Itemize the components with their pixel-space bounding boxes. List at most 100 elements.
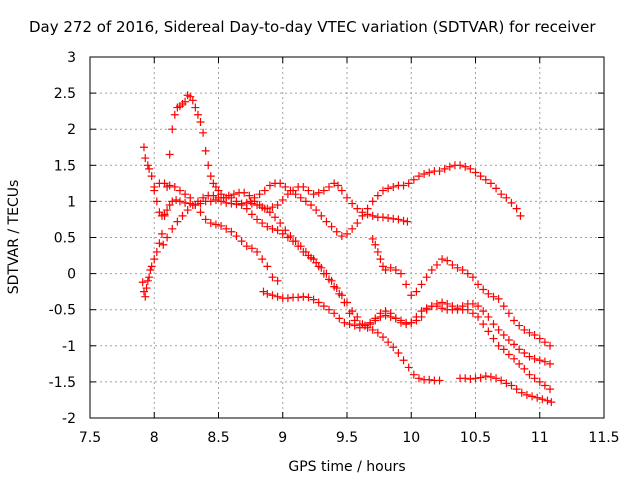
data-point xyxy=(432,260,441,269)
data-point xyxy=(396,318,405,327)
data-point xyxy=(476,172,485,181)
data-point xyxy=(273,292,282,301)
data-point xyxy=(448,260,457,269)
data-point xyxy=(296,193,305,202)
data-point xyxy=(335,314,344,323)
data-point xyxy=(425,168,434,177)
data-point xyxy=(229,190,238,199)
data-point xyxy=(173,217,182,226)
data-point xyxy=(350,321,359,330)
data-point xyxy=(193,197,202,206)
y-tick-label: -0.5 xyxy=(49,303,76,319)
data-point xyxy=(499,345,508,354)
data-point xyxy=(535,334,544,343)
x-tick-label: 10.5 xyxy=(460,430,491,446)
data-point xyxy=(314,188,323,197)
data-point xyxy=(471,168,480,177)
data-point xyxy=(543,396,552,405)
data-point xyxy=(232,232,241,241)
data-point xyxy=(494,325,503,334)
data-point xyxy=(373,191,382,200)
data-point xyxy=(435,167,444,176)
data-point xyxy=(530,330,539,339)
data-point xyxy=(291,190,300,199)
data-point xyxy=(253,215,262,224)
data-point xyxy=(170,182,179,191)
data-point xyxy=(402,280,411,289)
data-point xyxy=(276,179,285,188)
data-point xyxy=(263,262,272,271)
data-point xyxy=(199,128,208,137)
data-point xyxy=(360,321,369,330)
data-point xyxy=(381,307,390,316)
data-point xyxy=(489,292,498,301)
data-point xyxy=(445,162,454,171)
data-point xyxy=(530,374,539,383)
data-point xyxy=(150,255,159,264)
data-point xyxy=(204,161,213,170)
data-point xyxy=(163,233,172,242)
data-point xyxy=(178,211,187,220)
x-tick-label: 8 xyxy=(150,430,159,446)
data-point xyxy=(456,161,465,170)
data-point xyxy=(466,164,475,173)
data-point xyxy=(474,280,483,289)
data-point xyxy=(425,375,434,384)
data-point xyxy=(414,374,423,383)
data-point xyxy=(317,263,326,272)
data-point xyxy=(312,206,321,215)
data-point xyxy=(391,265,400,274)
data-point xyxy=(286,232,295,241)
data-point xyxy=(438,304,447,313)
data-point xyxy=(276,219,285,228)
data-point xyxy=(193,110,202,119)
data-point xyxy=(368,325,377,334)
data-point xyxy=(186,193,195,202)
data-point xyxy=(307,253,316,262)
data-point xyxy=(515,345,524,354)
data-point xyxy=(199,193,208,202)
y-tick-label: 2 xyxy=(67,122,76,138)
data-point xyxy=(263,289,272,298)
data-point xyxy=(389,343,398,352)
data-point xyxy=(479,307,488,316)
data-point xyxy=(299,182,308,191)
data-point xyxy=(147,172,156,181)
data-point xyxy=(240,188,249,197)
data-point xyxy=(463,269,472,278)
data-point xyxy=(468,273,477,282)
data-point xyxy=(217,221,226,230)
data-point xyxy=(209,191,218,200)
data-point xyxy=(522,390,531,399)
data-point xyxy=(474,302,483,311)
data-point xyxy=(250,193,259,202)
data-point xyxy=(258,219,267,228)
data-point xyxy=(268,203,277,212)
data-point xyxy=(183,206,192,215)
data-point xyxy=(504,309,513,318)
data-point xyxy=(540,338,549,347)
data-point xyxy=(512,385,521,394)
data-point xyxy=(273,201,282,210)
data-point xyxy=(260,186,269,195)
data-point xyxy=(325,305,334,314)
data-point xyxy=(404,363,413,372)
data-point xyxy=(502,193,511,202)
data-point xyxy=(168,125,177,134)
data-point xyxy=(237,237,246,246)
data-point xyxy=(139,143,148,152)
data-point xyxy=(525,328,534,337)
x-tick-label: 9.5 xyxy=(336,430,358,446)
data-point xyxy=(247,244,256,253)
data-point xyxy=(147,262,156,271)
data-point xyxy=(160,211,169,220)
data-point xyxy=(146,265,155,274)
data-point xyxy=(322,217,331,226)
data-point xyxy=(371,240,380,249)
y-tick-label: 3 xyxy=(67,50,76,66)
data-point xyxy=(510,340,519,349)
data-point xyxy=(440,164,449,173)
data-point xyxy=(366,318,375,327)
data-point xyxy=(181,97,190,106)
data-point xyxy=(363,204,372,213)
